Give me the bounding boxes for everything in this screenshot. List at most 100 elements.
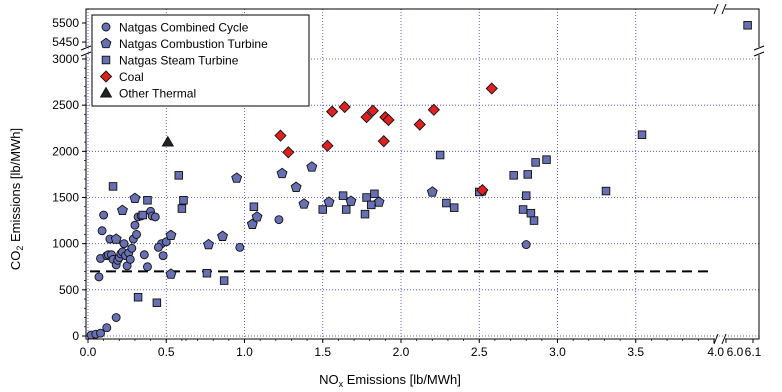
y-tick-label: 3000 bbox=[52, 52, 79, 66]
tick-labels: 0.0 0.5 1.0 1.5 2.0 2.5 3.0 3.5 4.0 6.0 6.1 0 500 100… bbox=[52, 16, 761, 359]
point-natgas-combustion-turbine bbox=[290, 181, 302, 193]
point-natgas-combined-cycle bbox=[111, 313, 121, 322]
legend-label-natgas-steam-turbine: Natgas Steam Turbine bbox=[119, 54, 239, 68]
point-natgas-steam-turbine bbox=[601, 186, 611, 196]
y-tick-label: 5450 bbox=[52, 35, 79, 49]
point-natgas-combined-cycle bbox=[102, 323, 112, 333]
y-tick-label: 2500 bbox=[52, 98, 79, 112]
legend-box bbox=[91, 14, 310, 107]
axis-break-mark bbox=[721, 333, 727, 345]
point-natgas-steam-turbine bbox=[133, 292, 143, 302]
point-coal bbox=[366, 104, 379, 117]
legend-marker-natgas-steam-turbine bbox=[101, 55, 111, 65]
point-other-thermal bbox=[161, 135, 175, 147]
axis-break-gap bbox=[715, 337, 725, 341]
point-natgas-steam-turbine bbox=[108, 182, 118, 191]
point-natgas-steam-turbine bbox=[219, 276, 229, 285]
axis-break-mark bbox=[80, 45, 92, 51]
point-natgas-steam-turbine bbox=[174, 171, 184, 180]
point-natgas-steam-turbine bbox=[449, 203, 459, 212]
legend-marker-coal bbox=[99, 70, 113, 83]
point-natgas-combined-cycle bbox=[274, 215, 284, 225]
point-natgas-combined-cycle bbox=[521, 240, 531, 250]
point-coal bbox=[382, 113, 395, 127]
point-natgas-steam-turbine bbox=[518, 205, 528, 214]
point-natgas-combustion-turbine bbox=[116, 204, 128, 216]
point-natgas-steam-turbine bbox=[743, 21, 752, 30]
point-natgas-steam-turbine bbox=[360, 209, 370, 219]
point-coal bbox=[326, 105, 339, 118]
y-tick-label: 0 bbox=[72, 329, 79, 343]
point-natgas-steam-turbine bbox=[637, 130, 647, 139]
x-tick-label: 2.5 bbox=[471, 345, 488, 359]
point-natgas-steam-turbine bbox=[179, 196, 188, 205]
legend-label-natgas-combustion-turbine: Natgas Combustion Turbine bbox=[119, 37, 268, 51]
point-natgas-steam-turbine bbox=[341, 205, 351, 214]
point-natgas-combustion-turbine bbox=[276, 167, 288, 179]
point-natgas-combustion-turbine bbox=[373, 196, 385, 207]
point-natgas-combustion-turbine bbox=[426, 186, 438, 197]
point-natgas-combined-cycle bbox=[132, 229, 141, 239]
point-natgas-combustion-turbine bbox=[203, 238, 215, 250]
data-points bbox=[86, 21, 752, 340]
point-natgas-combustion-turbine bbox=[251, 211, 263, 222]
x-tick-label: 6.0 bbox=[727, 345, 744, 359]
point-natgas-steam-turbine bbox=[521, 191, 531, 200]
point-natgas-steam-turbine bbox=[177, 204, 187, 213]
point-natgas-combined-cycle bbox=[94, 272, 104, 282]
legend: Natgas Combined Cycle Natgas Combustion T… bbox=[91, 14, 310, 107]
x-tick-label: 3.5 bbox=[627, 345, 644, 359]
legend-label-coal: Coal bbox=[119, 70, 144, 84]
x-tick-label: 1.5 bbox=[314, 345, 331, 359]
point-natgas-combustion-turbine bbox=[217, 230, 229, 241]
legend-label-natgas-combined-cycle: Natgas Combined Cycle bbox=[119, 21, 249, 35]
x-tick-label: 3.0 bbox=[549, 345, 566, 359]
point-natgas-steam-turbine bbox=[442, 198, 451, 208]
point-natgas-steam-turbine bbox=[531, 158, 540, 167]
x-tick-label: 1.0 bbox=[236, 345, 253, 359]
axis-break-gap bbox=[715, 7, 725, 11]
plot-frame bbox=[85, 8, 760, 340]
point-natgas-combined-cycle bbox=[130, 220, 140, 230]
axis-break-mark bbox=[713, 333, 719, 345]
point-coal bbox=[476, 183, 489, 197]
axis-break-mark bbox=[753, 51, 765, 57]
point-natgas-combined-cycle bbox=[127, 243, 137, 253]
legend-label-other-thermal: Other Thermal bbox=[119, 87, 196, 101]
point-natgas-combined-cycle bbox=[125, 254, 135, 264]
point-natgas-steam-turbine bbox=[338, 191, 348, 200]
point-natgas-steam-turbine bbox=[367, 200, 376, 210]
x-tick-label: 0.0 bbox=[80, 345, 97, 359]
point-natgas-combined-cycle bbox=[158, 251, 168, 261]
point-natgas-steam-turbine bbox=[318, 205, 328, 214]
axis-break-mark bbox=[713, 3, 719, 15]
point-natgas-combustion-turbine bbox=[165, 229, 177, 241]
legend-marker-natgas-combustion-turbine bbox=[100, 37, 112, 49]
point-coal bbox=[321, 139, 334, 152]
point-coal bbox=[427, 103, 441, 116]
legend-marker-other-thermal bbox=[99, 86, 113, 98]
point-natgas-steam-turbine bbox=[362, 193, 371, 202]
point-coal bbox=[377, 135, 390, 148]
point-coal bbox=[485, 82, 498, 95]
y-axis-label: CO2 Emissions [lb/MWh] bbox=[8, 128, 25, 270]
point-natgas-combustion-turbine bbox=[306, 161, 318, 172]
x-tick-label: 0.5 bbox=[158, 345, 175, 359]
point-natgas-steam-turbine bbox=[523, 170, 533, 179]
point-natgas-steam-turbine bbox=[542, 155, 551, 164]
point-natgas-combined-cycle bbox=[96, 328, 105, 338]
point-natgas-combustion-turbine bbox=[323, 196, 335, 207]
y-tick-label: 2000 bbox=[52, 144, 79, 158]
point-natgas-steam-turbine bbox=[138, 210, 148, 220]
x-tick-label: 2.0 bbox=[393, 345, 410, 359]
legend-marker-natgas-combined-cycle bbox=[101, 22, 111, 32]
point-natgas-combined-cycle bbox=[97, 226, 107, 236]
point-coal bbox=[360, 111, 373, 124]
point-natgas-steam-turbine bbox=[435, 150, 445, 160]
point-natgas-steam-turbine bbox=[249, 202, 259, 211]
point-natgas-steam-turbine bbox=[526, 208, 536, 218]
point-natgas-combined-cycle bbox=[153, 242, 163, 252]
point-natgas-combined-cycle bbox=[119, 239, 129, 249]
point-natgas-combined-cycle bbox=[235, 242, 245, 252]
point-natgas-combined-cycle bbox=[139, 250, 149, 260]
